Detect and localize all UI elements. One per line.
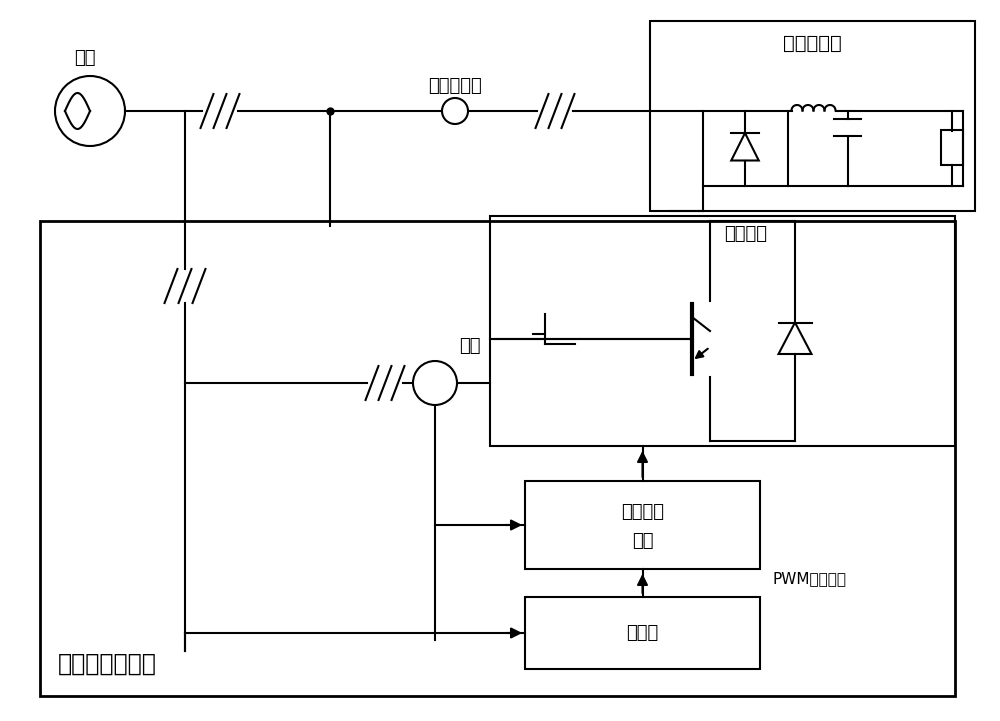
Text: 非线性负载: 非线性负载	[783, 33, 842, 53]
Bar	[650, 21, 975, 211]
Text: 峰值限制: 峰值限制	[621, 503, 664, 521]
Text: 霍尔: 霍尔	[459, 337, 481, 355]
Text: 控制器: 控制器	[626, 624, 659, 642]
Text: 电流互感器: 电流互感器	[428, 77, 482, 95]
Bar	[525, 481, 760, 569]
Bar	[490, 216, 955, 446]
Text: PWM驱动信号: PWM驱动信号	[772, 572, 846, 586]
Bar	[429, 377, 441, 389]
Bar	[702, 110, 788, 185]
Text: 电路: 电路	[632, 532, 653, 550]
Circle shape	[442, 98, 468, 124]
Bar	[40, 221, 955, 696]
Bar	[525, 597, 760, 669]
Text: 电网: 电网	[74, 49, 96, 67]
Text: 有源电力滤波器: 有源电力滤波器	[58, 652, 157, 676]
Text: 功率单元: 功率单元	[724, 225, 767, 243]
Circle shape	[413, 361, 457, 405]
Bar	[941, 131, 963, 166]
